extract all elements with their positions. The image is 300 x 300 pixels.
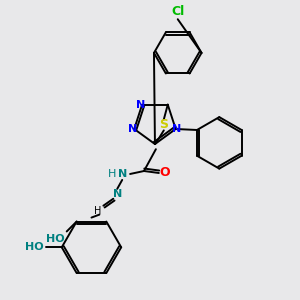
Text: N: N: [128, 124, 137, 134]
Text: HO: HO: [25, 242, 43, 252]
Text: N: N: [112, 189, 122, 199]
Text: HO: HO: [46, 234, 64, 244]
Text: S: S: [159, 118, 168, 131]
Text: O: O: [160, 167, 170, 179]
Text: N: N: [136, 100, 145, 110]
Text: H: H: [108, 169, 116, 179]
Text: H: H: [94, 206, 101, 216]
Text: N: N: [172, 124, 181, 134]
Text: Cl: Cl: [171, 5, 184, 18]
Text: N: N: [118, 169, 127, 179]
